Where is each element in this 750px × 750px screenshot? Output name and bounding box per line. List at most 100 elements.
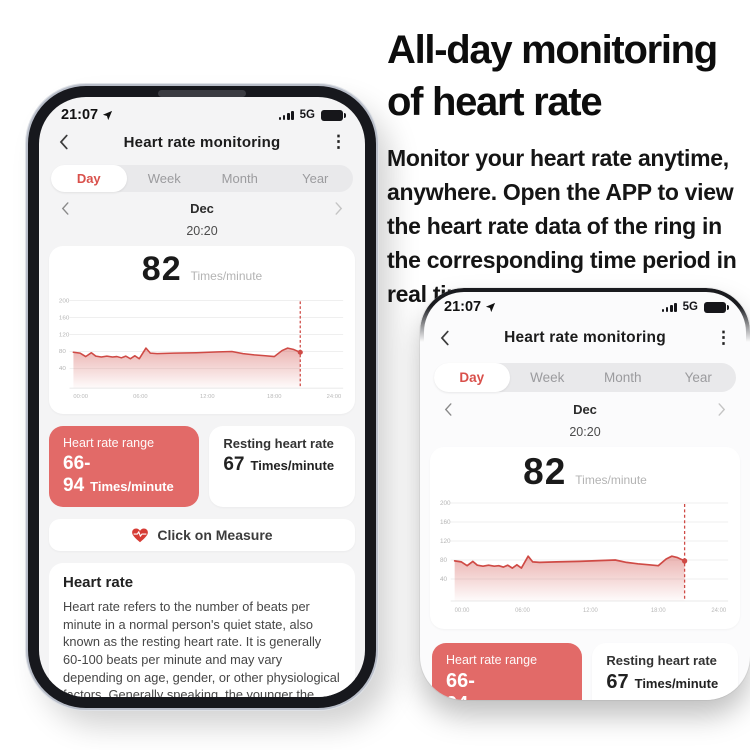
- resting-heart-rate-card: Resting heart rate 67 Times/minute: [209, 426, 355, 507]
- svg-text:160: 160: [59, 315, 70, 321]
- speaker-grille: [158, 90, 246, 97]
- headline-block: All-day monitoring of heart rate Monitor…: [387, 24, 750, 311]
- svg-text:120: 120: [440, 538, 451, 545]
- svg-text:24:00: 24:00: [327, 394, 342, 400]
- status-time: 21:07: [444, 299, 482, 315]
- chevron-right-icon: [335, 201, 343, 215]
- info-card: Heart rate Heart rate refers to the numb…: [49, 563, 355, 697]
- range-unit: Times/minute: [90, 479, 174, 494]
- period-tab-bar: Day Week Month Year: [434, 363, 736, 392]
- chevron-left-icon: [59, 134, 68, 150]
- reading-value: 82: [141, 250, 182, 288]
- reading-card: 82 Times/minute 200 160 120 80 40 00:00 06:00 1…: [430, 447, 740, 629]
- tab-year[interactable]: Year: [302, 171, 329, 186]
- status-bar: 21:07 5G: [39, 97, 365, 125]
- svg-text:40: 40: [59, 366, 67, 372]
- svg-text:80: 80: [59, 349, 67, 355]
- next-month-button[interactable]: [718, 402, 726, 416]
- tab-month[interactable]: Month: [603, 370, 642, 385]
- chevron-left-icon: [440, 330, 449, 346]
- back-button[interactable]: [59, 134, 68, 150]
- range-value: 66-94: [63, 453, 91, 496]
- resting-title: Resting heart rate: [223, 436, 334, 451]
- resting-heart-rate-card: Resting heart rate 67 Times/minute: [592, 643, 738, 700]
- svg-text:06:00: 06:00: [133, 394, 148, 400]
- svg-text:18:00: 18:00: [267, 394, 282, 400]
- tab-day[interactable]: Day: [51, 165, 127, 192]
- tab-year[interactable]: Year: [684, 370, 712, 385]
- next-month-button[interactable]: [335, 201, 343, 215]
- status-time: 21:07: [61, 107, 99, 123]
- svg-text:200: 200: [440, 500, 451, 507]
- tab-week[interactable]: Week: [147, 171, 181, 186]
- prev-month-button[interactable]: [61, 201, 69, 215]
- tab-month[interactable]: Month: [221, 171, 258, 186]
- prev-month-button[interactable]: [444, 402, 452, 416]
- date-nav: Dec: [444, 399, 726, 419]
- svg-text:160: 160: [440, 519, 451, 526]
- svg-text:12:00: 12:00: [200, 394, 215, 400]
- marketing-paragraph: Monitor your heart rate anytime, anywher…: [387, 145, 737, 308]
- network-label: 5G: [299, 109, 315, 121]
- svg-text:80: 80: [440, 557, 447, 564]
- page-title: Heart rate monitoring: [123, 133, 281, 151]
- resting-unit: Times/minute: [634, 676, 719, 691]
- range-title: Heart rate range: [63, 436, 155, 450]
- range-value: 66-94: [446, 670, 475, 700]
- reading-time: 20:20: [569, 425, 601, 439]
- resting-unit: Times/minute: [250, 458, 335, 473]
- reading-time: 20:20: [186, 224, 218, 238]
- location-icon: [486, 302, 496, 312]
- right-phone-screen: 21:07 5G Heart rate monitoring ⋮ Day We: [420, 288, 750, 700]
- tab-day[interactable]: Day: [434, 363, 510, 392]
- svg-text:00:00: 00:00: [455, 608, 470, 614]
- heart-rate-chart: 200 160 120 80 40 00:00 06:00 12:00 18:00 24:00: [59, 298, 344, 400]
- range-unit: Times/minute: [474, 698, 558, 700]
- period-tab-bar: Day Week Month Year: [51, 165, 353, 192]
- svg-text:24:00: 24:00: [711, 608, 726, 614]
- right-phone-mockup: 21:07 5G Heart rate monitoring ⋮ Day We: [420, 288, 750, 700]
- svg-text:12:00: 12:00: [583, 608, 598, 614]
- left-phone-screen: 21:07 5G Heart rate monitoring ⋮ Day We: [39, 97, 365, 697]
- back-button[interactable]: [440, 330, 449, 346]
- app-header: Heart rate monitoring ⋮: [420, 321, 750, 355]
- range-title: Heart rate range: [446, 653, 538, 667]
- chevron-right-icon: [718, 402, 726, 416]
- chevron-left-icon: [444, 402, 452, 416]
- status-bar: 21:07 5G: [420, 288, 750, 317]
- heart-rate-chart: 200 160 120 80 40 00:00 06:00 12:00 18:00 24:00: [440, 500, 729, 614]
- reading-unit: Times/minute: [190, 269, 263, 283]
- measure-button[interactable]: Click on Measure: [49, 519, 355, 551]
- headline-line1: All-day monitoring: [387, 28, 718, 72]
- menu-button[interactable]: ⋮: [330, 132, 347, 151]
- heart-ecg-icon: [132, 527, 149, 542]
- info-title: Heart rate: [63, 574, 134, 591]
- resting-title: Resting heart rate: [606, 653, 717, 668]
- battery-icon: [321, 109, 346, 121]
- info-body: Heart rate refers to the number of beats…: [63, 599, 340, 697]
- resting-value: 67: [606, 671, 629, 693]
- svg-text:18:00: 18:00: [651, 608, 666, 614]
- tab-week[interactable]: Week: [530, 370, 565, 385]
- date-label: Dec: [190, 200, 214, 216]
- battery-icon: [704, 301, 729, 313]
- chevron-left-icon: [61, 201, 69, 215]
- date-label: Dec: [573, 401, 597, 417]
- reading-card: 82 Times/minute 200 160 120 80 40 00:00 06:00 1…: [49, 246, 355, 414]
- headline-line2: of heart rate: [387, 80, 603, 124]
- svg-text:06:00: 06:00: [515, 608, 530, 614]
- resting-value: 67: [223, 454, 245, 475]
- network-label: 5G: [682, 301, 698, 313]
- location-icon: [103, 110, 113, 120]
- svg-text:00:00: 00:00: [73, 394, 88, 400]
- menu-button[interactable]: ⋮: [715, 328, 732, 347]
- app-header: Heart rate monitoring ⋮: [39, 127, 365, 157]
- svg-text:120: 120: [59, 332, 70, 338]
- left-phone-mockup: 21:07 5G Heart rate monitoring ⋮ Day We: [28, 86, 376, 708]
- measure-label: Click on Measure: [157, 527, 273, 543]
